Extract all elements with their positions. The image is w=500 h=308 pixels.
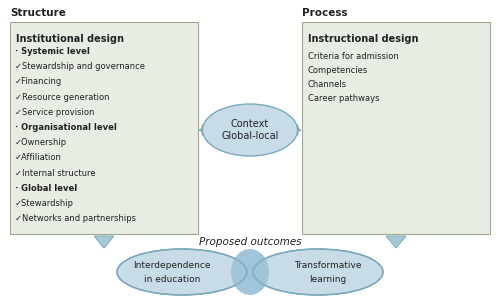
Polygon shape bbox=[94, 236, 114, 248]
Text: ✓Service provision: ✓Service provision bbox=[15, 108, 94, 117]
Text: Instructional design: Instructional design bbox=[308, 34, 418, 44]
Ellipse shape bbox=[231, 249, 269, 295]
Text: Transformative: Transformative bbox=[294, 261, 362, 270]
Polygon shape bbox=[283, 119, 301, 141]
Text: · Organisational level: · Organisational level bbox=[15, 123, 117, 132]
Text: ✓Stewardship and governance: ✓Stewardship and governance bbox=[15, 62, 145, 71]
Text: ✓Resource generation: ✓Resource generation bbox=[15, 93, 110, 102]
Text: in education: in education bbox=[144, 274, 200, 283]
Ellipse shape bbox=[117, 249, 247, 295]
Polygon shape bbox=[386, 236, 406, 248]
Polygon shape bbox=[199, 119, 217, 141]
Text: Interdependence: Interdependence bbox=[133, 261, 211, 270]
Text: Global-local: Global-local bbox=[222, 131, 278, 141]
Text: Structure: Structure bbox=[10, 8, 66, 18]
Text: Channels: Channels bbox=[308, 80, 347, 89]
Text: Competencies: Competencies bbox=[308, 66, 368, 75]
Text: Proposed outcomes: Proposed outcomes bbox=[198, 237, 302, 247]
Text: Career pathways: Career pathways bbox=[308, 94, 380, 103]
Text: Criteria for admission: Criteria for admission bbox=[308, 52, 399, 61]
FancyBboxPatch shape bbox=[302, 22, 490, 234]
Text: · Systemic level: · Systemic level bbox=[15, 47, 90, 56]
Text: ✓Affiliation: ✓Affiliation bbox=[15, 153, 62, 162]
Ellipse shape bbox=[202, 104, 298, 156]
FancyBboxPatch shape bbox=[10, 22, 198, 234]
Ellipse shape bbox=[253, 249, 383, 295]
Text: Institutional design: Institutional design bbox=[16, 34, 124, 44]
Text: ✓Stewardship: ✓Stewardship bbox=[15, 199, 74, 208]
Text: Process: Process bbox=[302, 8, 348, 18]
Text: ✓Ownership: ✓Ownership bbox=[15, 138, 67, 147]
Text: learning: learning bbox=[310, 274, 346, 283]
Text: ✓Internal structure: ✓Internal structure bbox=[15, 168, 96, 178]
Text: Context: Context bbox=[231, 119, 269, 129]
Text: · Global level: · Global level bbox=[15, 184, 77, 193]
Text: ✓Networks and partnerships: ✓Networks and partnerships bbox=[15, 214, 136, 223]
Text: ✓Financing: ✓Financing bbox=[15, 77, 62, 87]
